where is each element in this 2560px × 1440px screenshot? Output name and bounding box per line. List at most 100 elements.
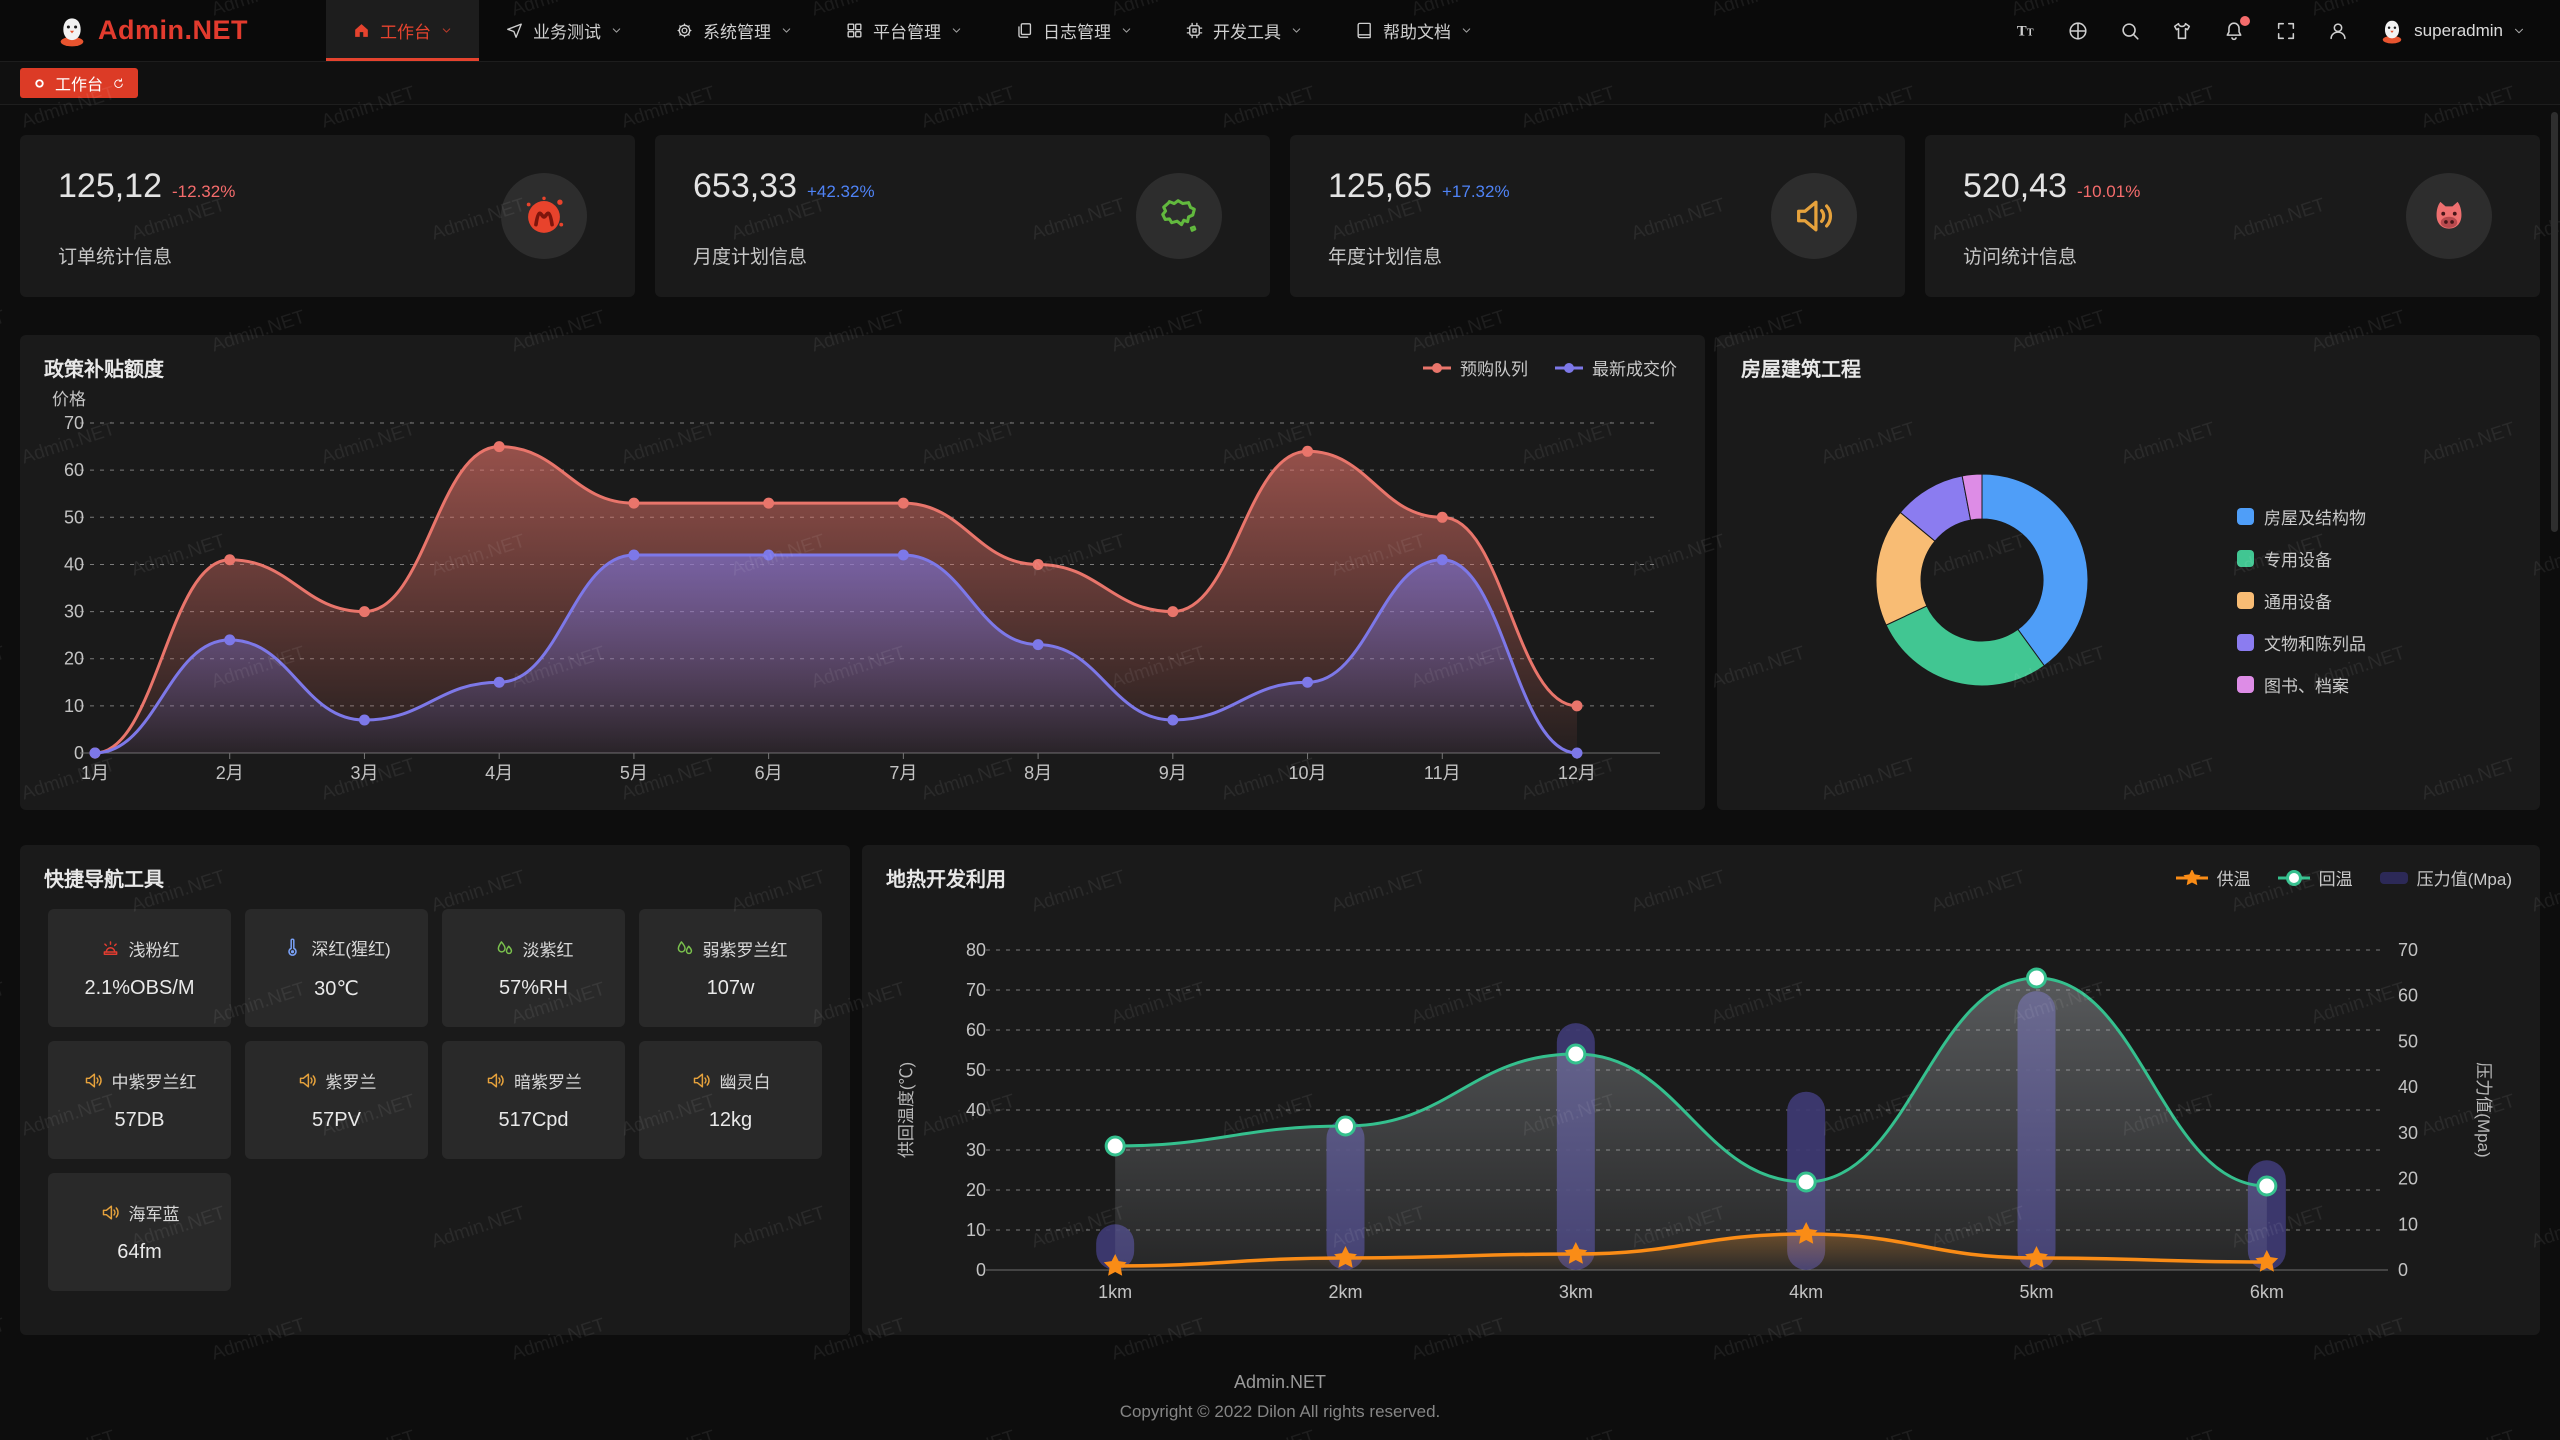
profile-icon[interactable] xyxy=(2327,20,2349,42)
svg-text:30: 30 xyxy=(2398,1123,2418,1143)
svg-text:价格: 价格 xyxy=(52,390,86,409)
quick-nav-tile-5[interactable]: 紫罗兰 57PV xyxy=(245,1041,428,1159)
svg-text:60: 60 xyxy=(2398,986,2418,1006)
stat-card-3: 520,43 -10.01% 访问统计信息 xyxy=(1925,135,2540,297)
svg-text:3km: 3km xyxy=(1559,1282,1593,1302)
legend-item-专用设备[interactable]: 专用设备 xyxy=(2237,546,2366,571)
search-icon[interactable] xyxy=(2119,20,2141,42)
svg-text:12月: 12月 xyxy=(1558,763,1596,783)
chinamap-icon xyxy=(1136,173,1222,259)
line-marker-icon xyxy=(1423,362,1451,373)
nav-item-home[interactable]: 工作台 xyxy=(326,0,479,61)
nav-item-book[interactable]: 帮助文档 xyxy=(1329,0,1499,61)
chevron-down-icon xyxy=(780,24,793,37)
legend-label: 供温 xyxy=(2216,870,2251,889)
svg-text:4km: 4km xyxy=(1789,1282,1823,1302)
tile-name: 浅粉红 xyxy=(128,941,180,960)
stat-value: 653,33 xyxy=(693,167,797,205)
watermark-text: Admin.NET xyxy=(319,1427,418,1440)
chevron-down-icon xyxy=(950,24,963,37)
legend-label: 文物和陈列品 xyxy=(2264,635,2366,654)
quick-nav-tile-1[interactable]: 深红(猩红) 30℃ xyxy=(245,909,428,1027)
quick-nav-tile-0[interactable]: 浅粉红 2.1%OBS/M xyxy=(48,909,231,1027)
legend-label: 通用设备 xyxy=(2264,593,2332,612)
tab-label: 工作台 xyxy=(55,77,104,94)
svg-text:10: 10 xyxy=(966,1220,986,1240)
tile-value: 30℃ xyxy=(314,978,359,1000)
user-name: superadmin xyxy=(2414,20,2503,40)
tab-workbench[interactable]: 工作台 xyxy=(20,68,139,98)
svg-text:50: 50 xyxy=(966,1060,986,1080)
stat-label: 月度计划信息 xyxy=(693,247,808,268)
tile-value: 57DB xyxy=(114,1109,165,1131)
home-icon xyxy=(352,21,371,40)
legend-item-回温[interactable]: 回温 xyxy=(2277,865,2353,890)
nav-item-grid[interactable]: 平台管理 xyxy=(819,0,989,61)
nav-menu: 工作台 业务测试 系统管理 平台管理 日志管理 开发工具 帮助文档 xyxy=(326,0,1499,61)
quick-nav-tile-6[interactable]: 暗紫罗兰 517Cpd xyxy=(442,1041,625,1159)
stat-card-1: 653,33 +42.32% 月度计划信息 xyxy=(655,135,1270,297)
svg-text:T: T xyxy=(2017,23,2027,39)
chevron-down-icon xyxy=(440,24,453,37)
alarm-icon xyxy=(100,938,121,959)
nav-item-chip[interactable]: 开发工具 xyxy=(1159,0,1329,61)
quick-nav-tile-7[interactable]: 幽灵白 12kg xyxy=(639,1041,822,1159)
user-menu[interactable]: superadmin xyxy=(2379,16,2526,46)
fullscreen-icon[interactable] xyxy=(2275,20,2297,42)
stat-value: 125,12 xyxy=(58,167,162,205)
legend-item-预购队列[interactable]: 预购队列 xyxy=(1422,355,1528,380)
legend-item-通用设备[interactable]: 通用设备 xyxy=(2237,588,2366,613)
nav-item-label: 系统管理 xyxy=(703,23,771,42)
tab-bar: 工作台 xyxy=(0,62,2560,105)
legend-swatch xyxy=(2237,592,2254,609)
legend-item-文物和陈列品[interactable]: 文物和陈列品 xyxy=(2237,630,2366,655)
gear-icon xyxy=(675,21,694,40)
quick-nav-tile-8[interactable]: 海军蓝 64fm xyxy=(48,1173,231,1291)
tile-name: 紫罗兰 xyxy=(325,1073,377,1092)
tile-name: 弱紫罗兰红 xyxy=(702,941,788,960)
housing-donut-chart xyxy=(1717,335,2540,810)
tile-value: 107w xyxy=(706,977,755,999)
chevron-down-icon xyxy=(2512,24,2526,38)
theme-icon[interactable] xyxy=(2171,20,2193,42)
scrollbar[interactable] xyxy=(2551,112,2558,532)
notification-icon[interactable] xyxy=(2223,15,2251,42)
geothermal-title: 地热开发利用 xyxy=(886,869,1006,891)
geothermal-chart: 0 10 20 30 40 50 60 70 80 0 10 20 30 40 50 60 70 供回温度(℃) 压… xyxy=(882,900,2520,1310)
tile-name: 海军蓝 xyxy=(128,1205,180,1224)
svg-text:0: 0 xyxy=(74,743,84,763)
quick-nav-tile-3[interactable]: 弱紫罗兰红 107w xyxy=(639,909,822,1027)
tile-name: 暗紫罗兰 xyxy=(514,1073,582,1092)
tile-value: 57PV xyxy=(312,1109,361,1131)
svg-text:50: 50 xyxy=(2398,1031,2418,1051)
thermometer-icon xyxy=(282,937,303,958)
svg-text:20: 20 xyxy=(966,1180,986,1200)
legend-item-供温[interactable]: 供温 xyxy=(2175,865,2251,890)
quick-nav-tile-4[interactable]: 中紫罗兰红 57DB xyxy=(48,1041,231,1159)
watermark-text: Admin.NET xyxy=(619,1427,718,1440)
refresh-icon[interactable] xyxy=(112,77,125,90)
svg-text:40: 40 xyxy=(966,1100,986,1120)
language-icon[interactable] xyxy=(2067,20,2089,42)
nav-item-copy[interactable]: 日志管理 xyxy=(989,0,1159,61)
tile-value: 12kg xyxy=(708,1109,753,1131)
app-logo[interactable]: Admin.NET xyxy=(56,13,248,49)
legend-item-压力值[interactable]: 压力值(Mpa) xyxy=(2379,865,2512,890)
svg-text:40: 40 xyxy=(64,554,84,574)
penguin-logo-icon xyxy=(56,13,88,49)
legend-item-房屋及结构物[interactable]: 房屋及结构物 xyxy=(2237,504,2366,529)
nav-item-gear[interactable]: 系统管理 xyxy=(649,0,819,61)
svg-text:6km: 6km xyxy=(2250,1282,2284,1302)
legend-item-最新成交价[interactable]: 最新成交价 xyxy=(1554,355,1677,380)
watermark-text: Admin.NET xyxy=(0,642,8,693)
legend-item-图书、档案[interactable]: 图书、档案 xyxy=(2237,672,2366,697)
quick-nav-title: 快捷导航工具 xyxy=(44,869,164,891)
stat-delta: +17.32% xyxy=(1442,182,1510,201)
quick-nav-tile-2[interactable]: 淡紫红 57%RH xyxy=(442,909,625,1027)
legend-label: 压力值(Mpa) xyxy=(2416,870,2512,889)
nav-item-send[interactable]: 业务测试 xyxy=(479,0,649,61)
svg-text:7月: 7月 xyxy=(889,763,917,783)
policy-subsidy-title: 政策补贴额度 xyxy=(44,359,164,381)
